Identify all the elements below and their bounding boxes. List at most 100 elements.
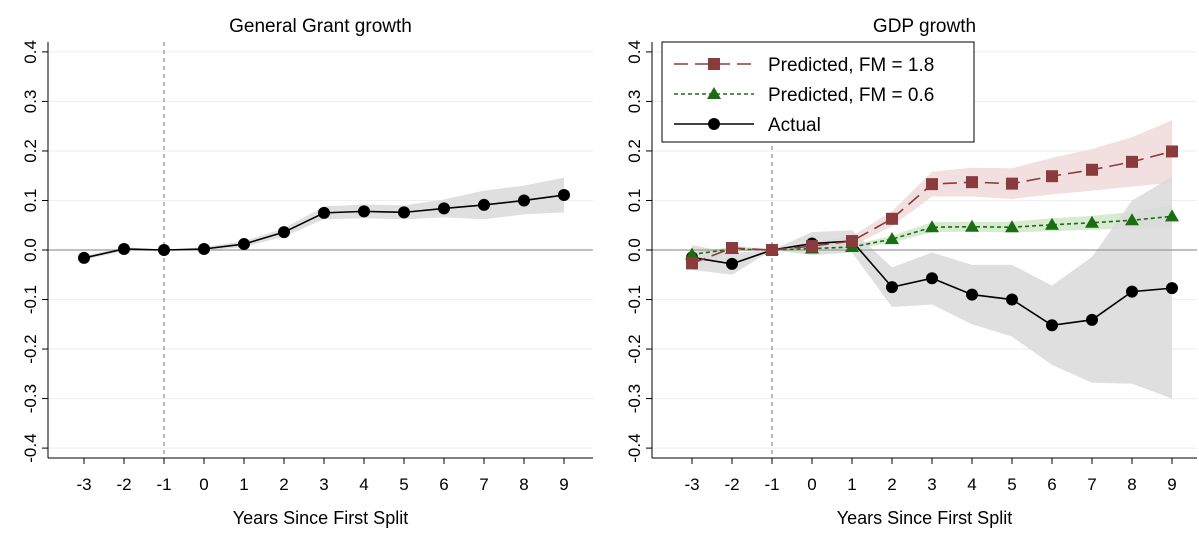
legend-label: Predicted, FM = 0.6 bbox=[768, 85, 934, 106]
x-tick-label: 9 bbox=[1167, 475, 1176, 494]
x-tick-label: -3 bbox=[76, 475, 91, 494]
data-point-1 bbox=[1046, 170, 1058, 183]
data-point-1 bbox=[438, 202, 450, 215]
data-point-1 bbox=[398, 206, 410, 219]
data-point-3 bbox=[1086, 313, 1098, 326]
x-tick-label: 5 bbox=[1007, 475, 1016, 494]
panel-right: -0.4 -0.3 -0.2 -0.1 0.0 0.1 0.2 0.3 0.4 -3 -2 -1 0 1 2… bbox=[625, 16, 1197, 528]
x-tick-label: 2 bbox=[887, 475, 896, 494]
y-tick-label: 0.0 bbox=[21, 238, 40, 262]
y-tick-label: -0.3 bbox=[625, 384, 644, 413]
x-tick-label: 4 bbox=[359, 475, 368, 494]
data-point-1 bbox=[198, 243, 210, 256]
x-tick-label: 8 bbox=[519, 475, 528, 494]
legend-marker bbox=[707, 87, 721, 99]
data-point-1 bbox=[358, 205, 370, 218]
legend-marker bbox=[708, 118, 720, 130]
x-tick-label: 8 bbox=[1127, 475, 1136, 494]
y-tick-label: 0.4 bbox=[625, 40, 644, 64]
data-point-2 bbox=[885, 232, 899, 245]
data-point-3 bbox=[726, 257, 738, 270]
x-tick-label: 3 bbox=[319, 475, 328, 494]
data-point-1 bbox=[766, 244, 778, 256]
x-tick-label: 6 bbox=[1047, 475, 1056, 494]
y-tick-label: -0.2 bbox=[625, 334, 644, 363]
y-tick-label: 0.2 bbox=[21, 139, 40, 163]
data-point-1 bbox=[1126, 155, 1138, 168]
x-tick-label: 7 bbox=[479, 475, 488, 494]
data-point-1 bbox=[846, 235, 858, 248]
x-tick-label: -2 bbox=[116, 475, 131, 494]
x-axis-title: Years Since First Split bbox=[233, 508, 408, 528]
data-point-1 bbox=[78, 251, 90, 264]
x-tick-label: -3 bbox=[684, 475, 699, 494]
legend-label: Actual bbox=[768, 115, 821, 136]
data-point-1 bbox=[1166, 145, 1178, 158]
data-point-3 bbox=[1006, 293, 1018, 306]
x-tick-label: 1 bbox=[847, 475, 856, 494]
x-tick-label: 2 bbox=[279, 475, 288, 494]
data-point-1 bbox=[518, 194, 530, 207]
legend: Predicted, FM = 1.8 Predicted, FM = 0.6 Ac… bbox=[661, 41, 975, 143]
y-tick-label: 0.1 bbox=[21, 189, 40, 213]
y-tick-label: 0.1 bbox=[625, 189, 644, 213]
y-tick-label: -0.1 bbox=[21, 285, 40, 314]
data-point-3 bbox=[1166, 282, 1178, 295]
y-tick-label: -0.4 bbox=[625, 433, 644, 462]
x-tick-label: -2 bbox=[724, 475, 739, 494]
data-point-2 bbox=[965, 219, 979, 232]
data-point-1 bbox=[1086, 163, 1098, 176]
ci-band-1 bbox=[692, 120, 1172, 268]
y-tick-label: -0.1 bbox=[625, 285, 644, 314]
data-point-2 bbox=[1085, 215, 1099, 228]
y-tick-label: -0.3 bbox=[21, 384, 40, 413]
data-point-3 bbox=[1046, 319, 1058, 332]
x-tick-label: 6 bbox=[439, 475, 448, 494]
x-tick-label: 0 bbox=[807, 475, 816, 494]
x-tick-label: -1 bbox=[764, 475, 779, 494]
x-tick-label: 0 bbox=[199, 475, 208, 494]
data-point-1 bbox=[558, 189, 570, 202]
y-tick-label: 0.0 bbox=[625, 238, 644, 262]
data-point-2 bbox=[1165, 209, 1179, 222]
y-tick-label: 0.3 bbox=[21, 90, 40, 114]
x-tick-label: 1 bbox=[239, 475, 248, 494]
y-tick-label: -0.2 bbox=[21, 334, 40, 363]
x-axis-title: Years Since First Split bbox=[837, 508, 1012, 528]
data-point-1 bbox=[478, 198, 490, 211]
panel-left: -0.4 -0.3 -0.2 -0.1 0.0 0.1 0.2 0.3 0.4 -3 -2 -1 0 1 2… bbox=[21, 16, 593, 528]
data-point-1 bbox=[806, 240, 818, 253]
x-tick-label: -1 bbox=[156, 475, 171, 494]
series-line-1 bbox=[83, 194, 565, 259]
x-tick-label: 9 bbox=[559, 475, 568, 494]
data-point-3 bbox=[886, 281, 898, 294]
data-point-1 bbox=[118, 243, 130, 256]
data-point-3 bbox=[1126, 285, 1138, 298]
y-tick-label: 0.3 bbox=[625, 90, 644, 114]
data-point-2 bbox=[685, 247, 699, 260]
data-point-1 bbox=[238, 238, 250, 251]
x-tick-label: 7 bbox=[1087, 475, 1096, 494]
legend-label: Predicted, FM = 1.8 bbox=[768, 55, 934, 76]
data-point-2 bbox=[1125, 213, 1139, 226]
panel-title: General Grant growth bbox=[229, 16, 412, 37]
data-point-3 bbox=[926, 272, 938, 285]
data-point-1 bbox=[926, 178, 938, 191]
legend-marker bbox=[708, 58, 720, 70]
data-point-2 bbox=[1045, 217, 1059, 230]
y-tick-label: 0.4 bbox=[21, 40, 40, 64]
data-point-1 bbox=[318, 206, 330, 219]
x-tick-label: 5 bbox=[399, 475, 408, 494]
data-point-1 bbox=[158, 244, 170, 256]
y-tick-label: 0.2 bbox=[625, 139, 644, 163]
data-point-2 bbox=[925, 220, 939, 233]
data-point-1 bbox=[278, 226, 290, 239]
data-point-1 bbox=[1006, 177, 1018, 190]
y-tick-label: -0.4 bbox=[21, 433, 40, 462]
data-point-2 bbox=[1005, 220, 1019, 233]
x-tick-label: 3 bbox=[927, 475, 936, 494]
data-point-1 bbox=[966, 176, 978, 189]
data-point-1 bbox=[886, 212, 898, 225]
